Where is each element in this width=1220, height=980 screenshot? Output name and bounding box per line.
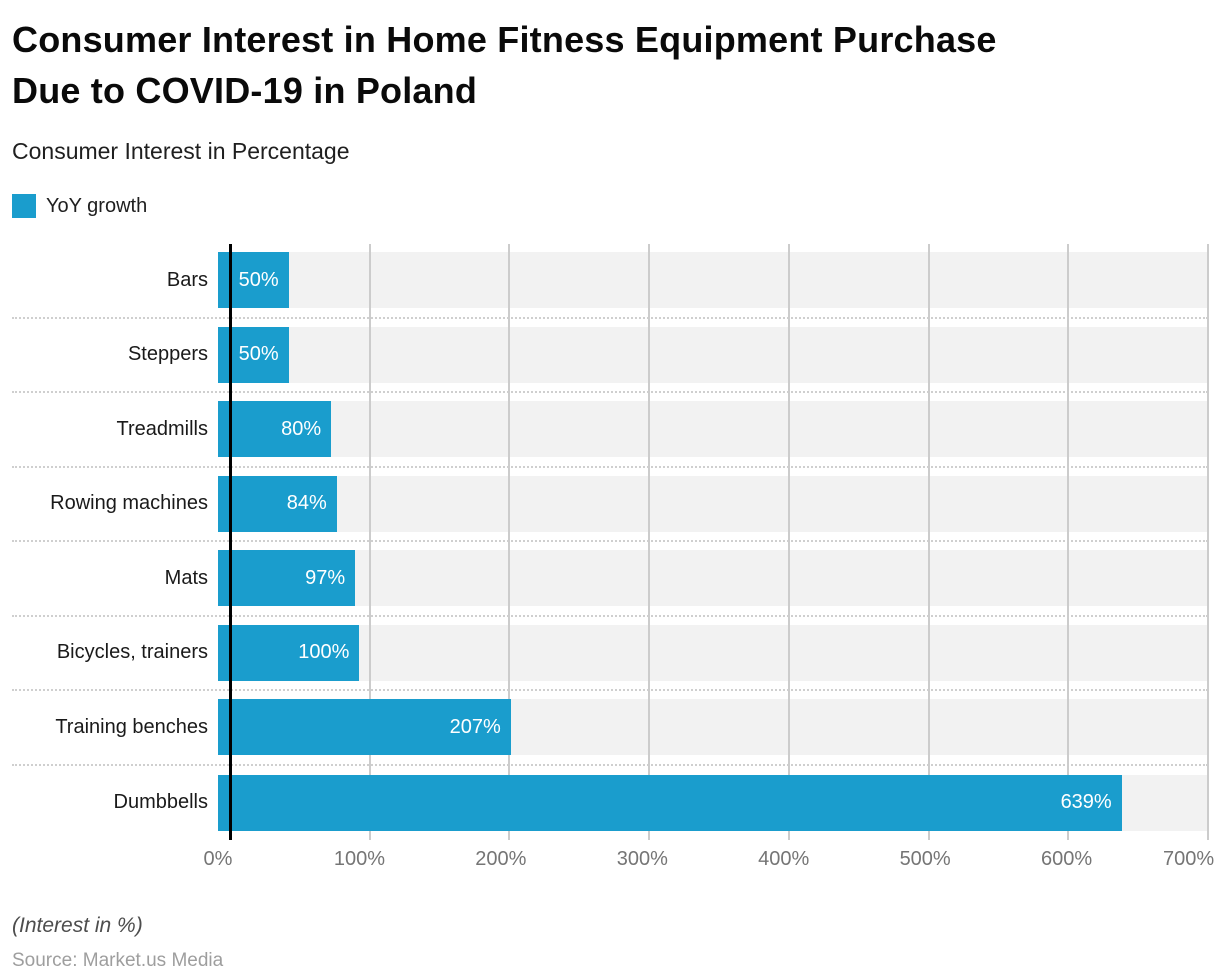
bar-track: 50% <box>218 252 1208 309</box>
plot-cell: 207% <box>218 691 1208 764</box>
bar-chart: Bars 50% Steppers 50% Treadmills 80% Rowing ma… <box>12 244 1215 878</box>
legend: YoY growth <box>12 194 1208 219</box>
bar-track: 97% <box>218 550 1208 607</box>
x-tick-label: 600% <box>1040 848 1093 871</box>
category-label: Mats <box>164 566 208 589</box>
plot-cell: 50% <box>218 244 1208 317</box>
bar-track: 207% <box>218 699 1208 756</box>
chart-row: Training benches 207% <box>12 691 1208 766</box>
x-tick-label: 0% <box>203 848 233 871</box>
chart-subtitle: Consumer Interest in Percentage <box>12 138 350 165</box>
category-label: Rowing machines <box>50 492 208 515</box>
x-tick-label: 100% <box>333 848 385 871</box>
bar-value-label: 97% <box>305 566 346 589</box>
x-axis-ticks: 0% 100% 200% 300% 400% 500% 600% 700% <box>204 848 1215 878</box>
x-tick-label: 700% <box>1162 848 1215 871</box>
x-tick-label: 400% <box>758 848 810 871</box>
chart-row: Dumbbells 639% <box>12 766 1208 841</box>
bar-value-label: 207% <box>449 715 501 738</box>
chart-row: Bicycles, trainers 100% <box>12 617 1208 692</box>
legend-swatch <box>12 194 36 219</box>
source-note: Source: Market.us Media <box>12 950 224 972</box>
bar-track: 50% <box>218 326 1208 383</box>
category-label: Dumbbells <box>113 791 208 814</box>
bar-value-label: 80% <box>281 417 322 440</box>
y-axis-line <box>229 244 232 841</box>
bar: 80% <box>218 401 332 458</box>
bar-value-label: 50% <box>238 343 279 366</box>
bar-value-label: 639% <box>1060 791 1112 814</box>
chart-row: Mats 97% <box>12 542 1208 617</box>
category-label: Steppers <box>127 343 208 366</box>
bar-track: 80% <box>218 401 1208 458</box>
bar: 84% <box>218 475 337 532</box>
bar-track: 100% <box>218 624 1208 681</box>
bar: 97% <box>218 550 356 607</box>
bar-value-label: 50% <box>238 268 279 291</box>
chart-rows: Bars 50% Steppers 50% Treadmills 80% Rowing ma… <box>12 244 1208 840</box>
bar: 100% <box>218 624 360 681</box>
category-label: Bicycles, trainers <box>56 641 208 664</box>
legend-label: YoY growth <box>46 194 148 217</box>
bar-track: 84% <box>218 475 1208 532</box>
category-label: Treadmills <box>116 417 209 440</box>
chart-row: Rowing machines 84% <box>12 468 1208 543</box>
page-title: Consumer Interest in Home Fitness Equipm… <box>12 14 1208 116</box>
bar-value-label: 100% <box>298 641 350 664</box>
title-line-2: Due to COVID-19 in Poland <box>12 70 478 112</box>
chart-row: Steppers 50% <box>12 319 1208 394</box>
bar: 639% <box>218 774 1122 831</box>
plot-cell: 639% <box>218 766 1208 841</box>
plot-cell: 97% <box>218 542 1208 615</box>
category-label: Bars <box>166 268 208 291</box>
x-tick-label: 500% <box>899 848 951 871</box>
title-line-1: Consumer Interest in Home Fitness Equipm… <box>12 19 997 60</box>
plot-cell: 50% <box>218 319 1208 392</box>
axis-note: (Interest in %) <box>12 914 143 938</box>
chart-row: Treadmills 80% <box>12 393 1208 468</box>
chart-row: Bars 50% <box>12 244 1208 319</box>
x-tick-label: 300% <box>616 848 668 871</box>
bar-track: 639% <box>218 774 1208 831</box>
plot-cell: 100% <box>218 617 1208 690</box>
x-tick-label: 200% <box>475 848 527 871</box>
plot-cell: 84% <box>218 468 1208 541</box>
category-label: Training benches <box>55 715 208 738</box>
bar-value-label: 84% <box>286 492 327 515</box>
bar: 207% <box>218 699 511 756</box>
plot-cell: 80% <box>218 393 1208 466</box>
